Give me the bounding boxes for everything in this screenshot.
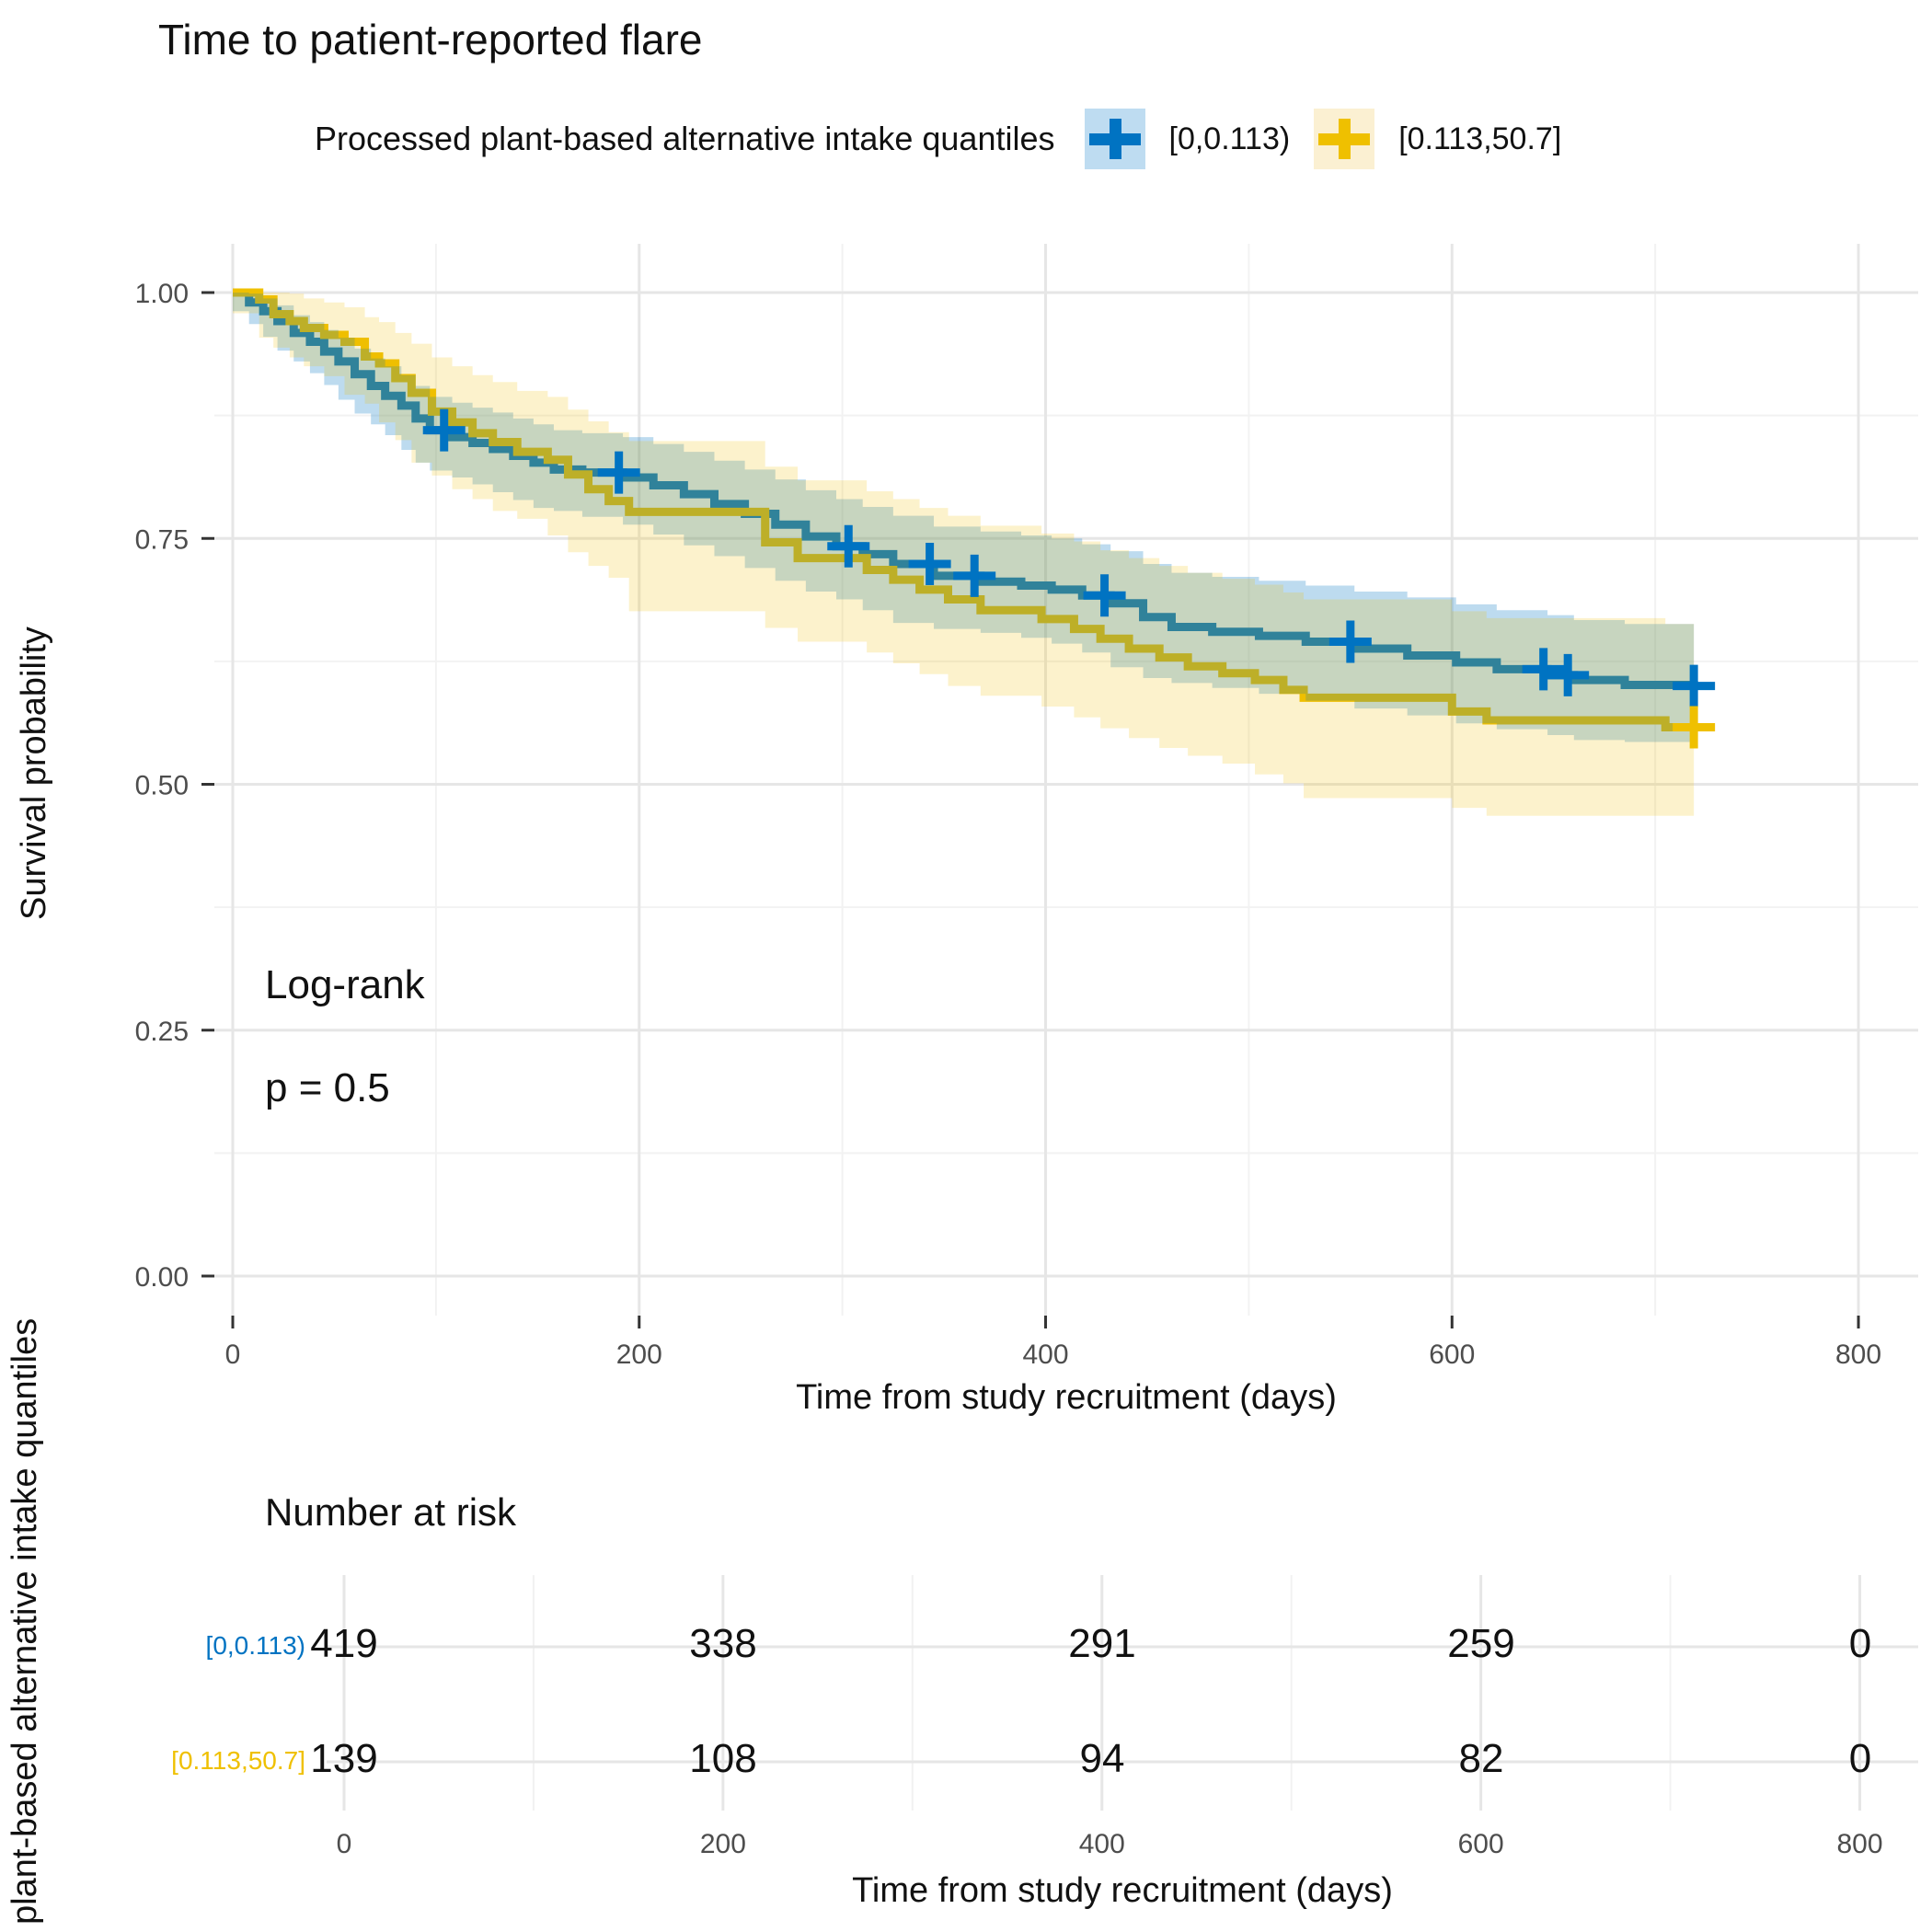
svg-text:600: 600 bbox=[1429, 1340, 1475, 1370]
risk-count: 108 bbox=[689, 1736, 757, 1781]
gridlines bbox=[214, 244, 1918, 1811]
confidence-bands bbox=[233, 293, 1695, 816]
svg-text:0: 0 bbox=[225, 1340, 241, 1370]
risk-count: 94 bbox=[1079, 1736, 1125, 1781]
km-line-[0,0.113) bbox=[233, 288, 1698, 690]
svg-text:400: 400 bbox=[1079, 1829, 1125, 1859]
plus-icon bbox=[1109, 119, 1121, 159]
censor-marks bbox=[422, 408, 1716, 749]
x-axis-title: Time from study recruitment (days) bbox=[796, 1378, 1337, 1417]
legend-key-group2-icon[interactable] bbox=[1314, 109, 1375, 169]
risk-row-label-group1: [0,0.113) bbox=[205, 1631, 305, 1660]
legend-key-group1-icon[interactable] bbox=[1084, 109, 1145, 169]
p-value-annotation: p = 0.5 bbox=[265, 1065, 390, 1110]
axis-ticks bbox=[201, 291, 1860, 1328]
svg-text:200: 200 bbox=[616, 1340, 662, 1370]
svg-text:0.25: 0.25 bbox=[135, 1017, 189, 1047]
legend: Processed plant-based alternative intake… bbox=[315, 109, 1561, 169]
confidence-band-[0,0.113) bbox=[233, 293, 1695, 742]
y-axis-title: Survival probability bbox=[15, 627, 53, 920]
logrank-annotation: Log-rank bbox=[265, 962, 425, 1007]
svg-text:0.00: 0.00 bbox=[135, 1262, 189, 1293]
tick-labels: 0 200 400 600 800 1.00 0.75 0.50 0.25 0.00 0 200 400… bbox=[135, 279, 1883, 1859]
svg-text:1.00: 1.00 bbox=[135, 279, 189, 309]
svg-text:600: 600 bbox=[1458, 1829, 1504, 1859]
legend-label-group2[interactable]: [0.113,50.7] bbox=[1398, 121, 1562, 156]
plus-icon bbox=[1339, 119, 1351, 159]
risk-count: 419 bbox=[310, 1621, 378, 1666]
risk-count: 291 bbox=[1068, 1621, 1136, 1666]
risk-count: 82 bbox=[1458, 1736, 1504, 1781]
risk-count: 0 bbox=[1848, 1621, 1872, 1666]
risk-row-label-group2: [0.113,50.7] bbox=[171, 1746, 305, 1775]
risk-count: 139 bbox=[310, 1736, 378, 1781]
km-line-[0.113,50.7] bbox=[233, 288, 1695, 731]
number-at-risk-title: Number at risk bbox=[265, 1490, 517, 1534]
page-title: Time to patient-reported flare bbox=[158, 16, 703, 63]
confidence-band-[0.113,50.7] bbox=[233, 293, 1695, 816]
svg-text:800: 800 bbox=[1836, 1829, 1882, 1859]
svg-text:200: 200 bbox=[700, 1829, 746, 1859]
svg-text:800: 800 bbox=[1835, 1340, 1881, 1370]
risk-x-axis-title: Time from study recruitment (days) bbox=[852, 1871, 1393, 1910]
svg-text:0: 0 bbox=[337, 1829, 352, 1859]
svg-text:0.75: 0.75 bbox=[135, 524, 189, 555]
survival-step-lines bbox=[233, 288, 1698, 731]
risk-count: 338 bbox=[689, 1621, 757, 1666]
legend-title: Processed plant-based alternative intake… bbox=[315, 120, 1055, 157]
risk-count: 0 bbox=[1848, 1736, 1872, 1781]
legend-label-group1[interactable]: [0,0.113) bbox=[1168, 121, 1291, 156]
svg-text:400: 400 bbox=[1022, 1340, 1068, 1370]
risk-count: 259 bbox=[1447, 1621, 1515, 1666]
svg-text:0.50: 0.50 bbox=[135, 771, 189, 801]
risk-y-axis-title: Processed plant-based alternative intake… bbox=[6, 1317, 44, 1932]
